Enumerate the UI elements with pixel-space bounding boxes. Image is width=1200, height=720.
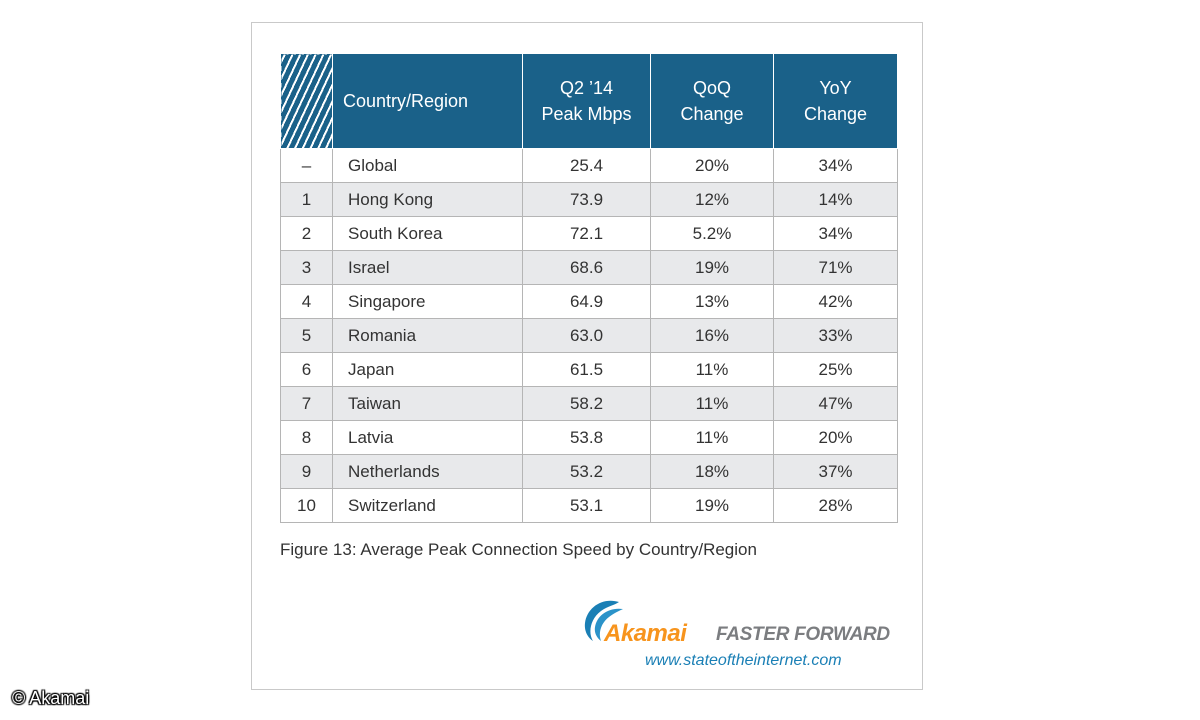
figure-caption: Figure 13: Average Peak Connection Speed… xyxy=(280,540,757,559)
country-cell: Switzerland xyxy=(332,488,523,523)
rank-cell: – xyxy=(280,148,333,183)
table-row: 8 Latvia 53.8 11% 20% xyxy=(280,420,898,455)
qoq-change-cell: 5.2% xyxy=(650,216,774,251)
peak-mbps-cell: 53.2 xyxy=(522,454,651,489)
akamai-tagline: FASTER FORWARD xyxy=(716,624,890,645)
table-row: 5 Romania 63.0 16% 33% xyxy=(280,318,898,353)
table-row: 4 Singapore 64.9 13% 42% xyxy=(280,284,898,319)
country-cell: South Korea xyxy=(332,216,523,251)
table-row: 7 Taiwan 58.2 11% 47% xyxy=(280,386,898,421)
table-row: – Global 25.4 20% 34% xyxy=(280,148,898,183)
qoq-change-cell: 12% xyxy=(650,182,774,217)
rank-cell: 4 xyxy=(280,284,333,319)
figure-card: Country/Region Q2 ’14 Peak Mbps QoQ Chan… xyxy=(251,22,923,690)
country-cell: Taiwan xyxy=(332,386,523,421)
country-cell: Latvia xyxy=(332,420,523,455)
country-cell: Hong Kong xyxy=(332,182,523,217)
qoq-change-cell: 11% xyxy=(650,420,774,455)
yoy-header-line1: YoY xyxy=(819,78,852,98)
peak-speed-table: Country/Region Q2 ’14 Peak Mbps QoQ Chan… xyxy=(280,53,898,523)
table-row: 6 Japan 61.5 11% 25% xyxy=(280,352,898,387)
yoy-change-header: YoY Change xyxy=(773,53,898,149)
yoy-change-cell: 20% xyxy=(773,420,898,455)
peak-mbps-cell: 58.2 xyxy=(522,386,651,421)
country-header: Country/Region xyxy=(332,53,523,149)
table-row: 1 Hong Kong 73.9 12% 14% xyxy=(280,182,898,217)
country-cell: Netherlands xyxy=(332,454,523,489)
qoq-change-cell: 19% xyxy=(650,488,774,523)
qoq-change-cell: 19% xyxy=(650,250,774,285)
peak-mbps-cell: 61.5 xyxy=(522,352,651,387)
country-cell: Singapore xyxy=(332,284,523,319)
peak-mbps-cell: 63.0 xyxy=(522,318,651,353)
yoy-change-cell: 14% xyxy=(773,182,898,217)
country-cell: Japan xyxy=(332,352,523,387)
rank-cell: 8 xyxy=(280,420,333,455)
rank-cell: 9 xyxy=(280,454,333,489)
yoy-change-cell: 37% xyxy=(773,454,898,489)
rank-cell: 1 xyxy=(280,182,333,217)
yoy-header-line2: Change xyxy=(803,104,868,124)
qoq-change-cell: 20% xyxy=(650,148,774,183)
qoq-change-cell: 16% xyxy=(650,318,774,353)
state-of-internet-url: www.stateoftheinternet.com xyxy=(645,652,842,669)
peak-header-line1: Q2 ’14 xyxy=(559,78,614,98)
rank-cell: 7 xyxy=(280,386,333,421)
table-row: 9 Netherlands 53.2 18% 37% xyxy=(280,454,898,489)
yoy-change-cell: 33% xyxy=(773,318,898,353)
qoq-change-header: QoQ Change xyxy=(650,53,774,149)
rank-header-hatch xyxy=(280,53,333,149)
yoy-change-cell: 42% xyxy=(773,284,898,319)
rank-cell: 10 xyxy=(280,488,333,523)
qoq-header-line2: Change xyxy=(680,104,744,124)
qoq-change-cell: 18% xyxy=(650,454,774,489)
table-row: 10 Switzerland 53.1 19% 28% xyxy=(280,488,898,523)
peak-header-line2: Peak Mbps xyxy=(541,104,632,124)
yoy-change-cell: 28% xyxy=(773,488,898,523)
peak-mbps-cell: 68.6 xyxy=(522,250,651,285)
table-row: 2 South Korea 72.1 5.2% 34% xyxy=(280,216,898,251)
peak-mbps-cell: 73.9 xyxy=(522,182,651,217)
country-cell: Romania xyxy=(332,318,523,353)
qoq-change-cell: 11% xyxy=(650,352,774,387)
table-row: 3 Israel 68.6 19% 71% xyxy=(280,250,898,285)
rank-cell: 3 xyxy=(280,250,333,285)
copyright-watermark: © Akamai xyxy=(12,688,90,708)
akamai-swoosh-icon xyxy=(584,600,623,641)
country-cell: Global xyxy=(332,148,523,183)
peak-mbps-cell: 64.9 xyxy=(522,284,651,319)
akamai-wordmark: Akamai xyxy=(604,620,687,647)
yoy-change-cell: 34% xyxy=(773,216,898,251)
qoq-header-line1: QoQ xyxy=(692,78,731,98)
peak-mbps-cell: 53.8 xyxy=(522,420,651,455)
rank-cell: 2 xyxy=(280,216,333,251)
peak-mbps-cell: 25.4 xyxy=(522,148,651,183)
qoq-change-cell: 13% xyxy=(650,284,774,319)
rank-cell: 6 xyxy=(280,352,333,387)
qoq-change-cell: 11% xyxy=(650,386,774,421)
peak-mbps-header: Q2 ’14 Peak Mbps xyxy=(522,53,651,149)
yoy-change-cell: 47% xyxy=(773,386,898,421)
country-cell: Israel xyxy=(332,250,523,285)
yoy-change-cell: 71% xyxy=(773,250,898,285)
table-header-row: Country/Region Q2 ’14 Peak Mbps QoQ Chan… xyxy=(280,53,898,149)
rank-cell: 5 xyxy=(280,318,333,353)
yoy-change-cell: 25% xyxy=(773,352,898,387)
yoy-change-cell: 34% xyxy=(773,148,898,183)
peak-mbps-cell: 53.1 xyxy=(522,488,651,523)
peak-mbps-cell: 72.1 xyxy=(522,216,651,251)
